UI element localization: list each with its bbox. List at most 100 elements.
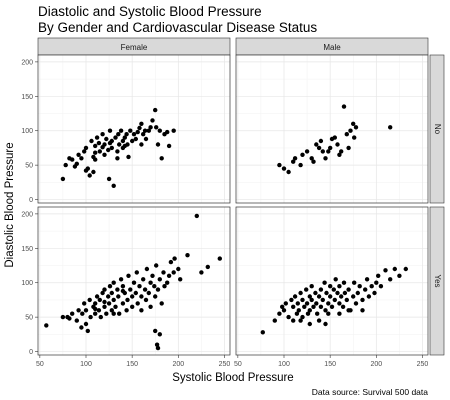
data-point (93, 301, 98, 306)
y-tick-label: 100 (21, 280, 33, 287)
data-point (295, 301, 300, 306)
x-tick-label: 150 (126, 361, 138, 368)
x-tick-label: 200 (172, 361, 184, 368)
data-point (320, 149, 325, 154)
y-tick-label: 0 (29, 197, 33, 204)
data-point (74, 318, 80, 323)
data-point (83, 308, 89, 313)
data-point (357, 284, 362, 289)
data-point (363, 287, 368, 292)
data-point (154, 125, 159, 130)
data-point (272, 318, 277, 323)
data-point (309, 284, 314, 289)
data-point (157, 332, 162, 337)
data-point (60, 314, 66, 320)
data-point (137, 125, 142, 131)
data-point (296, 308, 301, 313)
data-point (294, 311, 300, 316)
data-point (168, 259, 174, 265)
data-point (107, 140, 113, 146)
data-point (98, 314, 104, 320)
panel-background (236, 55, 428, 203)
data-point (337, 152, 342, 157)
data-point (60, 176, 66, 182)
data-point (133, 290, 138, 296)
data-point (165, 280, 170, 285)
data-point (178, 277, 183, 282)
panel-background (236, 207, 428, 355)
data-point (260, 330, 265, 335)
data-point (199, 270, 204, 275)
data-point (322, 280, 327, 285)
data-point (280, 304, 285, 309)
data-point (155, 287, 161, 292)
data-point (115, 287, 120, 292)
data-point (337, 301, 342, 306)
data-point (324, 290, 329, 296)
data-point (87, 297, 92, 303)
data-point (139, 121, 144, 127)
data-point (100, 145, 105, 150)
data-point (120, 288, 126, 294)
data-point (104, 136, 109, 142)
data-point (76, 152, 81, 157)
data-point (374, 280, 379, 285)
data-point (323, 308, 328, 313)
data-point (304, 149, 310, 154)
data-point (378, 284, 384, 289)
data-point (298, 162, 303, 168)
panel-border (37, 206, 231, 356)
data-point (171, 128, 176, 133)
data-point (88, 314, 93, 320)
data-point (63, 162, 68, 168)
data-point (111, 183, 116, 188)
data-point (113, 135, 118, 140)
data-point (346, 308, 351, 313)
data-point (124, 308, 129, 313)
data-point (320, 297, 325, 303)
data-point (353, 125, 359, 130)
data-point (130, 294, 135, 299)
data-point (102, 152, 107, 157)
data-point (153, 328, 158, 334)
data-point (298, 318, 303, 323)
data-point (314, 301, 319, 306)
data-point (94, 135, 100, 140)
data-point (96, 140, 102, 146)
data-point (74, 161, 80, 166)
data-point (176, 266, 181, 272)
data-point (107, 128, 113, 133)
data-point (383, 268, 388, 273)
data-point (131, 280, 137, 285)
x-tick-label: 50 (234, 361, 242, 368)
data-point (281, 166, 287, 171)
data-point (142, 287, 148, 292)
data-point (106, 294, 111, 299)
x-axis-label: Systolic Blood Pressure (172, 372, 293, 384)
data-point (93, 150, 98, 155)
data-point (146, 128, 151, 133)
data-point (128, 287, 133, 292)
data-point (277, 162, 282, 168)
data-point (148, 125, 153, 130)
data-point (80, 311, 85, 316)
data-point (328, 294, 333, 299)
data-point (115, 156, 120, 161)
data-point (351, 121, 356, 127)
y-tick-label: 150 (21, 94, 33, 101)
data-point (93, 157, 98, 162)
data-point (122, 135, 128, 140)
data-point (118, 277, 124, 282)
data-point (388, 277, 393, 282)
data-point (348, 128, 353, 133)
data-point (93, 306, 98, 312)
data-point (341, 104, 347, 109)
data-point (166, 273, 172, 278)
data-point (120, 138, 126, 144)
data-point (342, 290, 348, 296)
data-point (304, 287, 309, 292)
data-point (143, 136, 149, 142)
data-point (286, 169, 291, 175)
row-strip-label: Yes (433, 274, 442, 287)
data-point (154, 342, 160, 347)
